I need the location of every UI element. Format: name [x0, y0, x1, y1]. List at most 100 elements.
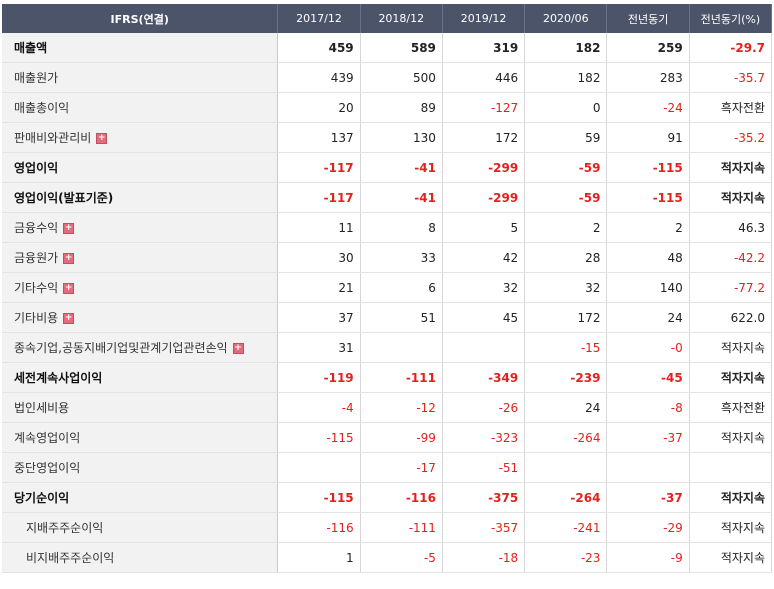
value-cell: 2 — [524, 212, 608, 243]
header-ifrs: IFRS(연결) — [2, 4, 279, 33]
financial-table: IFRS(연결) 2017/12 2018/12 2019/12 2020/06… — [2, 4, 773, 573]
row-label: 중단영업이익 — [2, 452, 279, 483]
value-cell: -264 — [524, 482, 608, 513]
row-label-text: 법인세비용 — [14, 401, 70, 415]
value-cell: -116 — [277, 512, 361, 543]
value-cell: 5 — [442, 212, 526, 243]
row-label-text: 매출액 — [14, 41, 48, 55]
value-cell: -29.7 — [689, 33, 773, 63]
value-cell: 8 — [360, 212, 443, 243]
value-cell: 172 — [524, 302, 608, 333]
row-label: 금융수익 + — [2, 212, 279, 243]
plus-box-icon[interactable]: + — [96, 133, 108, 144]
table-row: 영업이익(발표기준) -117 -41 -299 -59 -115 적자지속 — [2, 182, 773, 213]
table-row: 당기순이익 -115 -116 -375 -264 -37 적자지속 — [2, 482, 773, 513]
value-cell: 2 — [606, 212, 690, 243]
value-cell: 172 — [442, 122, 526, 153]
plus-box-icon[interactable]: + — [63, 283, 75, 294]
table-row: 법인세비용 -4 -12 -26 24 -8 흑자전환 — [2, 392, 773, 423]
table-row: 영업이익 -117 -41 -299 -59 -115 적자지속 — [2, 152, 773, 183]
table-row: 세전계속사업이익 -119 -111 -349 -239 -45 적자지속 — [2, 362, 773, 393]
value-cell: -119 — [277, 362, 361, 393]
header-row: IFRS(연결) 2017/12 2018/12 2019/12 2020/06… — [2, 4, 773, 33]
value-cell: 91 — [606, 122, 690, 153]
value-cell: 42 — [442, 242, 526, 273]
value-cell: -26 — [442, 392, 526, 423]
value-cell: 182 — [524, 33, 608, 63]
value-cell: -24 — [606, 92, 690, 123]
value-cell: 439 — [277, 62, 361, 93]
value-cell: -127 — [442, 92, 526, 123]
value-cell: -111 — [360, 512, 443, 543]
table-row: 종속기업,공동지배기업및관계기업관련손익 +31 -15 -0 적자지속 — [2, 332, 773, 363]
value-cell: -17 — [360, 452, 443, 483]
row-label-text: 영업이익(발표기준) — [14, 191, 114, 205]
plus-box-icon[interactable]: + — [63, 223, 75, 234]
value-cell: 140 — [606, 272, 690, 303]
value-cell — [606, 452, 690, 483]
row-label-text: 기타비용 — [14, 311, 59, 325]
value-cell: -349 — [442, 362, 526, 393]
row-label-text: 종속기업,공동지배기업및관계기업관련손익 — [14, 341, 228, 355]
value-cell: -116 — [360, 482, 443, 513]
table-row: 금융원가 +30 33 42 28 48 -42.2 — [2, 242, 773, 273]
value-cell: 적자지속 — [689, 332, 773, 363]
value-cell: 51 — [360, 302, 443, 333]
value-cell: 적자지속 — [689, 512, 773, 543]
row-label: 기타비용 + — [2, 302, 279, 333]
row-label-text: 당기순이익 — [14, 491, 70, 505]
table-row: 매출액 459 589 319 182 259 -29.7 — [2, 33, 773, 63]
value-cell: -117 — [277, 182, 361, 213]
value-cell: -8 — [606, 392, 690, 423]
value-cell: -15 — [524, 332, 608, 363]
value-cell — [524, 452, 608, 483]
plus-box-icon[interactable]: + — [63, 313, 75, 324]
table-row: 계속영업이익 -115 -99 -323 -264 -37 적자지속 — [2, 422, 773, 453]
value-cell: -37 — [606, 422, 690, 453]
row-label-text: 중단영업이익 — [14, 461, 81, 475]
plus-box-icon[interactable]: + — [232, 343, 244, 354]
value-cell: 적자지속 — [689, 422, 773, 453]
row-label: 당기순이익 — [2, 482, 279, 513]
row-label: 매출액 — [2, 33, 279, 63]
table-row: 비지배주주순이익 1 -5 -18 -23 -9 적자지속 — [2, 542, 773, 573]
value-cell: -41 — [360, 182, 443, 213]
row-label-text: 매출총이익 — [14, 101, 70, 115]
value-cell: -115 — [277, 482, 361, 513]
value-cell: -115 — [277, 422, 361, 453]
value-cell: 21 — [277, 272, 361, 303]
plus-box-icon[interactable]: + — [63, 253, 75, 264]
value-cell: -35.2 — [689, 122, 773, 153]
value-cell: -59 — [524, 152, 608, 183]
table-row: 금융수익 +11 8 5 2 2 46.3 — [2, 212, 773, 243]
value-cell: -299 — [442, 182, 526, 213]
value-cell: 500 — [360, 62, 443, 93]
header-prev-period-pct: 전년동기(%) — [689, 4, 773, 33]
value-cell: 130 — [360, 122, 443, 153]
row-label-text: 판매비와관리비 — [14, 131, 92, 145]
row-label-text: 세전계속사업이익 — [14, 371, 103, 385]
table-row: 지배주주순이익 -116 -111 -357 -241 -29 적자지속 — [2, 512, 773, 543]
row-label: 금융원가 + — [2, 242, 279, 273]
value-cell: 33 — [360, 242, 443, 273]
value-cell: 31 — [277, 332, 361, 363]
value-cell: -0 — [606, 332, 690, 363]
value-cell: 259 — [606, 33, 690, 63]
value-cell: -115 — [606, 152, 690, 183]
value-cell: 89 — [360, 92, 443, 123]
value-cell: -239 — [524, 362, 608, 393]
value-cell: -264 — [524, 422, 608, 453]
value-cell: -241 — [524, 512, 608, 543]
row-label: 세전계속사업이익 — [2, 362, 279, 393]
value-cell: 30 — [277, 242, 361, 273]
value-cell: -111 — [360, 362, 443, 393]
row-label: 지배주주순이익 — [2, 512, 279, 543]
value-cell: -323 — [442, 422, 526, 453]
row-label: 계속영업이익 — [2, 422, 279, 453]
value-cell: -41 — [360, 152, 443, 183]
value-cell: -37 — [606, 482, 690, 513]
value-cell: -35.7 — [689, 62, 773, 93]
value-cell — [360, 332, 443, 363]
row-label-text: 계속영업이익 — [14, 431, 81, 445]
table-row: 기타수익 +21 6 32 32 140 -77.2 — [2, 272, 773, 303]
